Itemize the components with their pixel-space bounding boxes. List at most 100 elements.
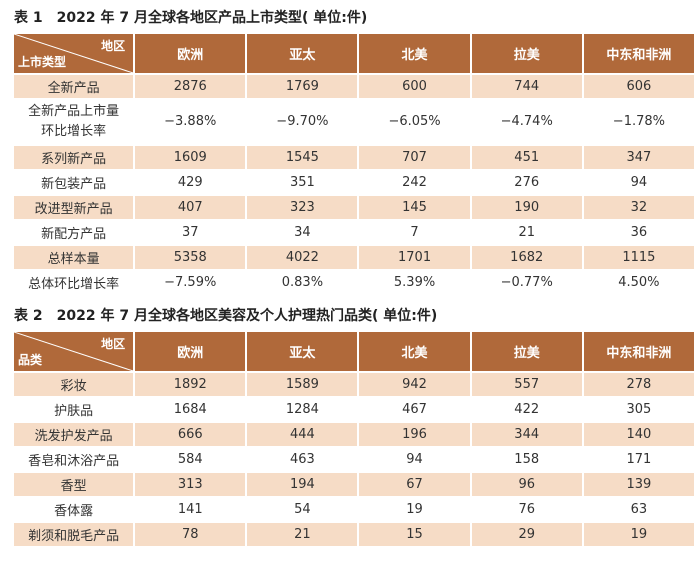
table1-col-header: 拉美: [470, 34, 584, 75]
table1-cell: 1701: [358, 245, 472, 271]
table2-col-header: 中东和非洲: [582, 332, 697, 373]
table1-col-header: 中东和非洲: [582, 34, 697, 75]
table1-caption: 表 1 2022 年 7 月全球各地区产品上市类型( 单位:件): [14, 6, 696, 30]
table2-cell: 96: [470, 472, 584, 498]
table1-cell: 323: [246, 195, 360, 221]
table1-cell: 190: [470, 195, 584, 221]
table2-row-label: 护肤品: [14, 397, 136, 423]
table1-col-header: 北美: [358, 34, 472, 75]
table2-corner-header: 地区 品类: [14, 332, 136, 373]
table2-corner-region: 地区: [101, 337, 126, 351]
table1-row: 总体环比增长率 −7.59% 0.83% 5.39% −0.77% 4.50%: [14, 270, 697, 296]
table2-cell: 278: [582, 372, 697, 398]
table1-row-label: 总体环比增长率: [14, 270, 136, 296]
table1-cell: 1115: [582, 245, 697, 271]
table1-row: 新配方产品 37 34 7 21 36: [14, 220, 697, 246]
table2-cell: 171: [582, 447, 697, 473]
table2-cell: 21: [246, 522, 360, 548]
table2-caption-number: 表 2: [14, 308, 43, 324]
table1-row: 全新产品上市量 环比增长率 −3.88% −9.70% −6.05% −4.74% −1.7…: [14, 99, 697, 146]
table1-cell: 429: [134, 170, 248, 196]
table2-cell: 942: [358, 372, 472, 398]
table1-cell: 2876: [134, 74, 248, 100]
table2-cell: 463: [246, 447, 360, 473]
table2-cell: 194: [246, 472, 360, 498]
table1-cell: 5.39%: [358, 270, 472, 296]
table1-row-label: 全新产品上市量 环比增长率: [14, 99, 136, 146]
table1-row: 新包装产品 429 351 242 276 94: [14, 170, 697, 196]
table1-cell: 242: [358, 170, 472, 196]
table2-cell: 139: [582, 472, 697, 498]
table2-caption: 表 2 2022 年 7 月全球各地区美容及个人护理热门品类( 单位:件): [14, 304, 696, 328]
table2-cell: 140: [582, 422, 697, 448]
table1-row-label: 改进型新产品: [14, 195, 136, 221]
table2-cell: 67: [358, 472, 472, 498]
table2-col-header: 亚太: [246, 332, 360, 373]
table2-row-label: 香体露: [14, 497, 136, 523]
table2-col-header: 北美: [358, 332, 472, 373]
table2-cell: 19: [358, 497, 472, 523]
table1-row-label: 新包装产品: [14, 170, 136, 196]
table2-cell: 54: [246, 497, 360, 523]
table2-cell: 467: [358, 397, 472, 423]
table2-cell: 584: [134, 447, 248, 473]
table1-cell: 4022: [246, 245, 360, 271]
table2-cell: 444: [246, 422, 360, 448]
table2-cell: 15: [358, 522, 472, 548]
table1-row: 总样本量 5358 4022 1701 1682 1115: [14, 245, 697, 271]
table1-cell: 1682: [470, 245, 584, 271]
table2-cell: 141: [134, 497, 248, 523]
table2-cell: 1589: [246, 372, 360, 398]
table1-row-label: 新配方产品: [14, 220, 136, 246]
table1-cell: 7: [358, 220, 472, 246]
table1-cell: 606: [582, 74, 697, 100]
table2-caption-text: 2022 年 7 月全球各地区美容及个人护理热门品类( 单位:件): [56, 308, 438, 324]
table1-corner-header: 地区 上市类型: [14, 34, 136, 75]
table2-row: 洗发护发产品 666 444 196 344 140: [14, 422, 697, 448]
table2-cell: 422: [470, 397, 584, 423]
diagonal-line-icon: [14, 34, 134, 73]
table2-cell: 94: [358, 447, 472, 473]
table1-row-label: 全新产品: [14, 74, 136, 100]
table1-row: 全新产品 2876 1769 600 744 606: [14, 74, 697, 100]
table1-cell: 21: [470, 220, 584, 246]
table2-row-label: 剃须和脱毛产品: [14, 522, 136, 548]
table2-cell: 313: [134, 472, 248, 498]
table1-header-row: 地区 上市类型 欧洲 亚太 北美 拉美 中东和非洲: [14, 34, 697, 75]
table2-cell: 344: [470, 422, 584, 448]
table2-cell: 63: [582, 497, 697, 523]
table1-cell: 5358: [134, 245, 248, 271]
table1-cell: 347: [582, 145, 697, 171]
table1-row: 改进型新产品 407 323 145 190 32: [14, 195, 697, 221]
table1-row-label: 总样本量: [14, 245, 136, 271]
diagonal-line-icon: [14, 332, 134, 371]
table1-cell: 451: [470, 145, 584, 171]
table1-cell: 744: [470, 74, 584, 100]
table2: 地区 品类 欧洲 亚太 北美 拉美 中东和非洲 彩妆 1892 1589 942 557…: [14, 332, 697, 548]
table1-cell: 94: [582, 170, 697, 196]
table2-cell: 557: [470, 372, 584, 398]
table2-row: 香皂和沐浴产品 584 463 94 158 171: [14, 447, 697, 473]
table1-cell: 707: [358, 145, 472, 171]
table2-row: 剃须和脱毛产品 78 21 15 29 19: [14, 522, 697, 548]
table1-cell: 4.50%: [582, 270, 697, 296]
table1-caption-text: 2022 年 7 月全球各地区产品上市类型( 单位:件): [56, 10, 368, 26]
table2-cell: 666: [134, 422, 248, 448]
table1-row-label: 系列新产品: [14, 145, 136, 171]
table1-cell: −0.77%: [470, 270, 584, 296]
table2-cell: 196: [358, 422, 472, 448]
table2-cell: 1284: [246, 397, 360, 423]
table1: 地区 上市类型 欧洲 亚太 北美 拉美 中东和非洲 全新产品 2876 1769 60…: [14, 34, 697, 296]
table1-cell: 145: [358, 195, 472, 221]
table1-cell: 36: [582, 220, 697, 246]
table2-header-row: 地区 品类 欧洲 亚太 北美 拉美 中东和非洲: [14, 332, 697, 373]
table2-cell: 158: [470, 447, 584, 473]
table2-row-label: 香皂和沐浴产品: [14, 447, 136, 473]
table2-corner-category: 品类: [18, 353, 43, 367]
table1-caption-number: 表 1: [14, 10, 43, 26]
table1-cell: 34: [246, 220, 360, 246]
table2-row-label: 洗发护发产品: [14, 422, 136, 448]
table1-cell: 0.83%: [246, 270, 360, 296]
table1-corner-region: 地区: [101, 39, 126, 53]
